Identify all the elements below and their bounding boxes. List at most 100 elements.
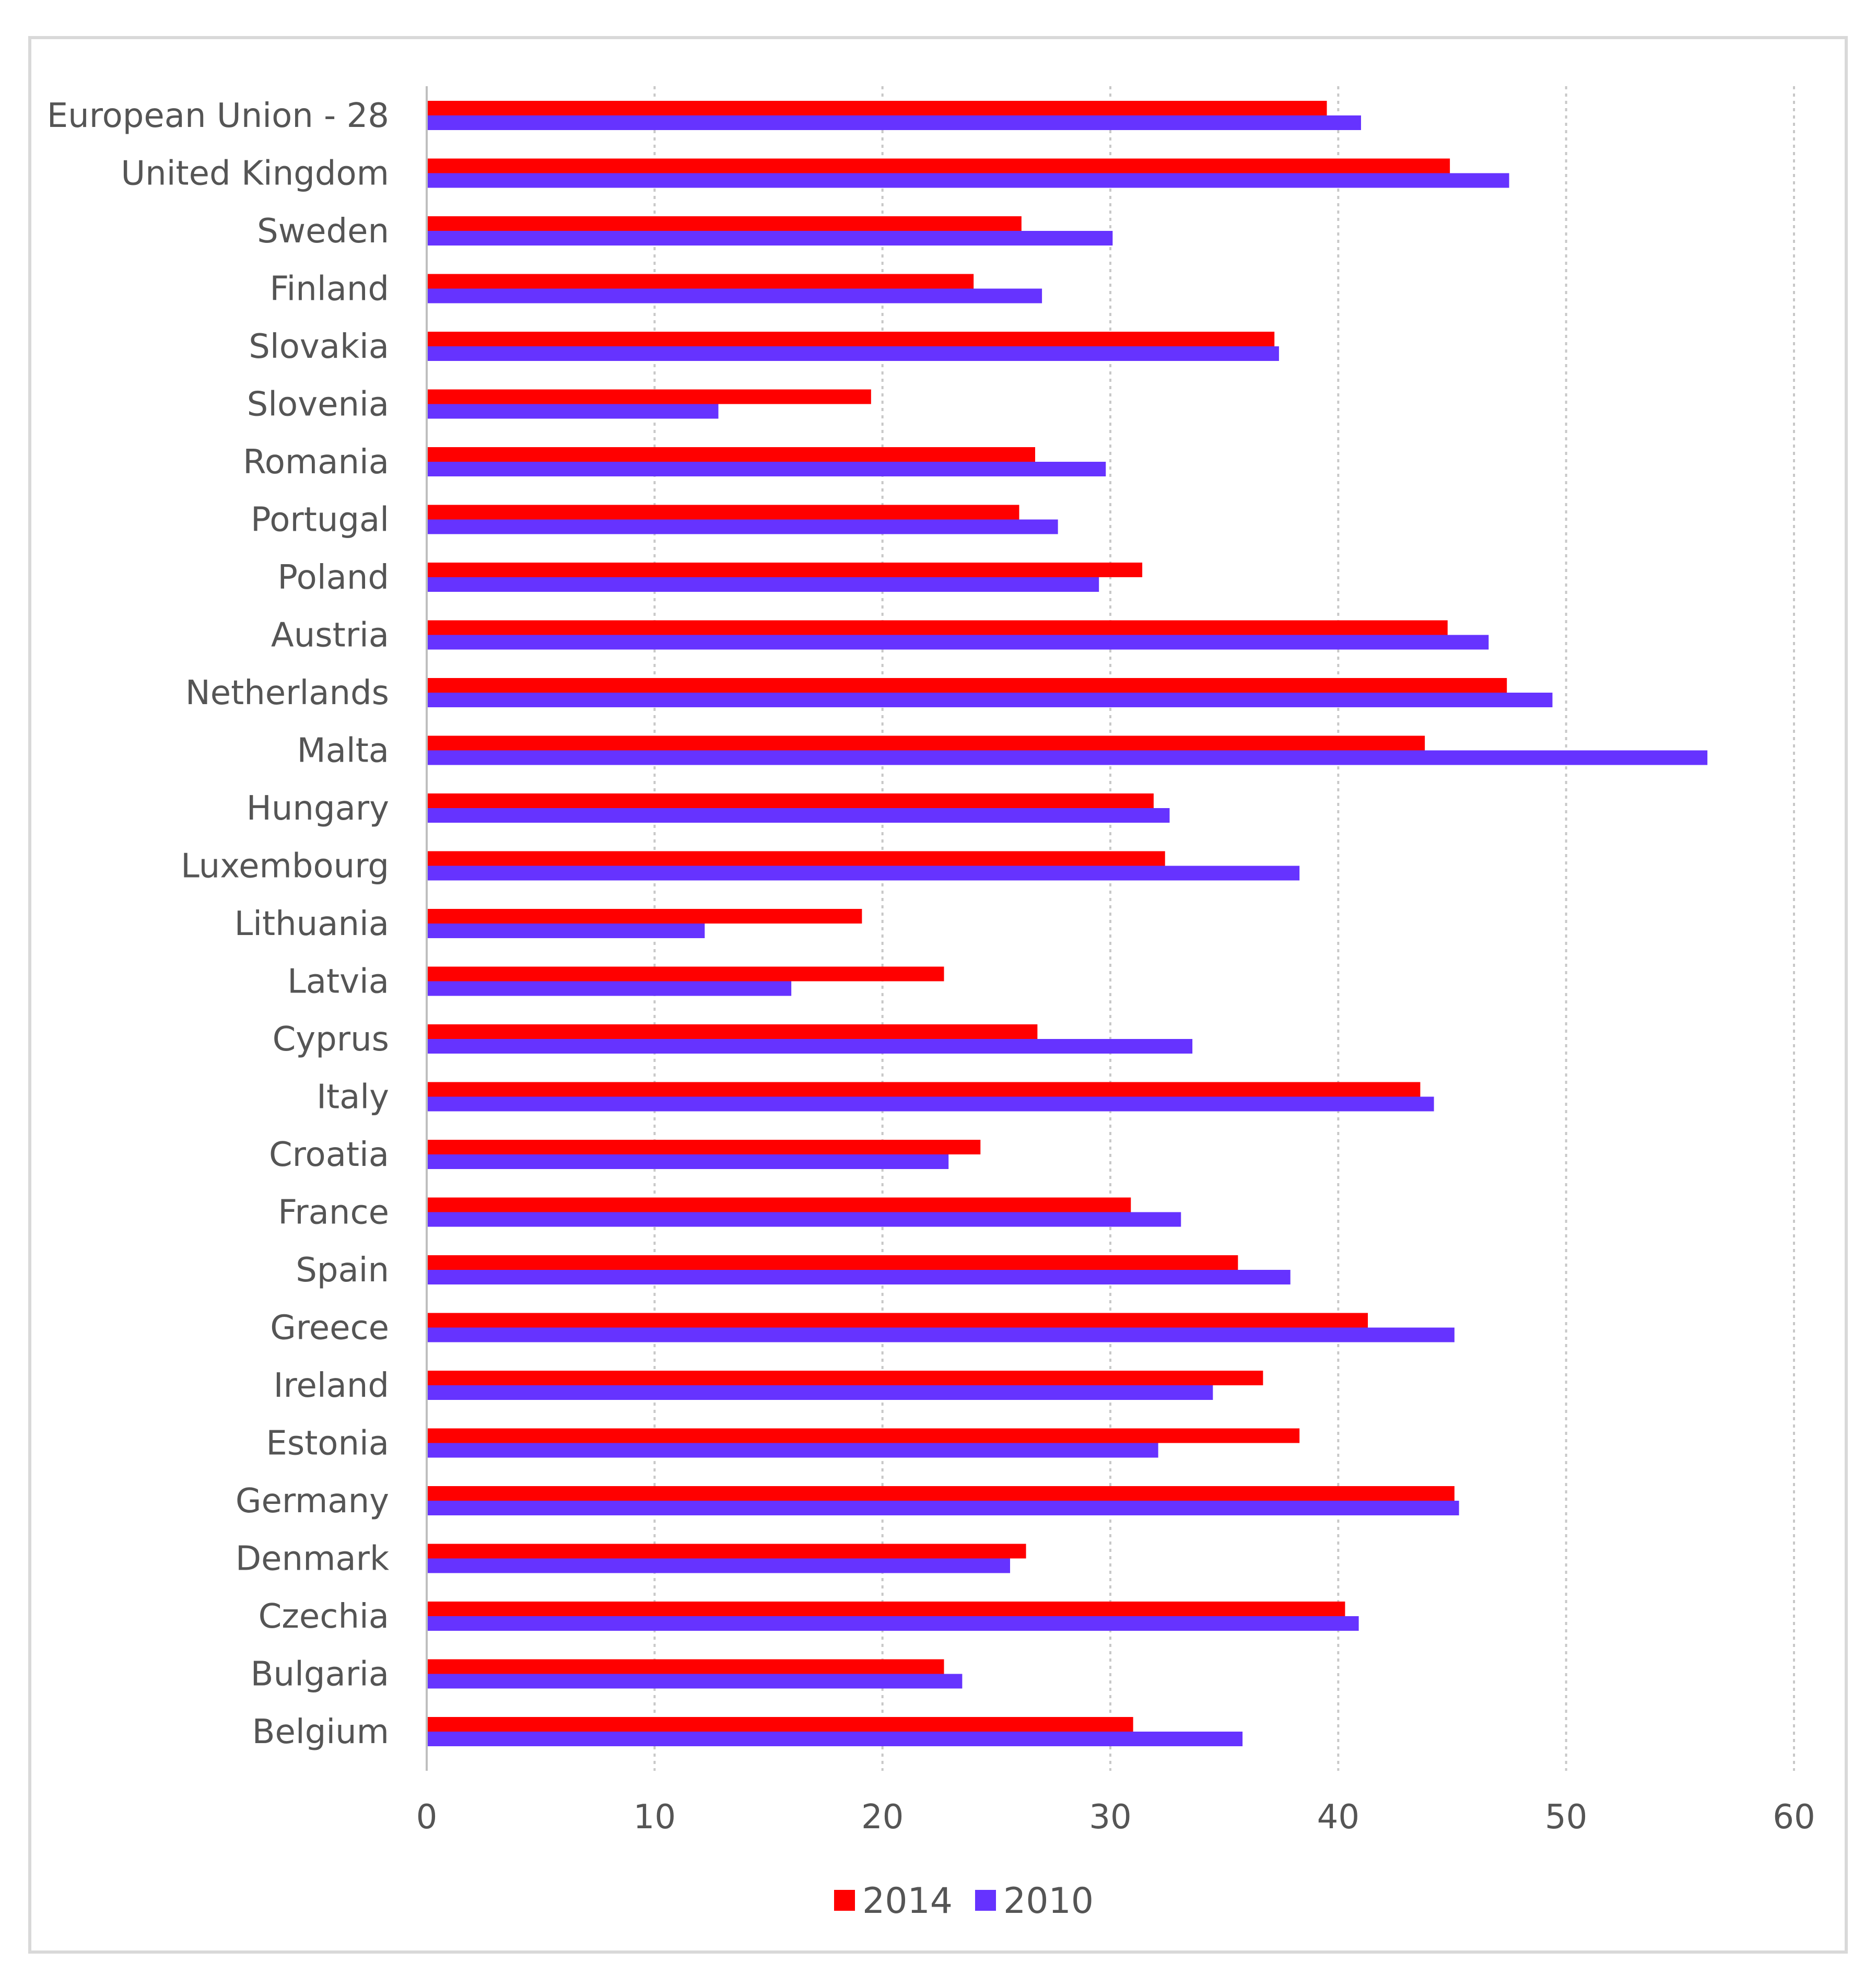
bar-sweden-2010	[427, 231, 1113, 246]
category-label-bulgaria: Bulgaria	[251, 1655, 389, 1694]
bar-hungary-2014	[427, 793, 1154, 808]
bar-croatia-2014	[427, 1140, 981, 1154]
bar-greece-2010	[427, 1327, 1455, 1342]
category-label-denmark: Denmark	[236, 1540, 389, 1579]
x-tick-label-30: 30	[1089, 1798, 1131, 1837]
bar-spain-2014	[427, 1255, 1238, 1270]
bar-belgium-2014	[427, 1717, 1133, 1732]
category-label-lithuania: Lithuania	[235, 905, 389, 943]
bar-belgium-2010	[427, 1732, 1243, 1746]
category-label-germany: Germany	[236, 1482, 389, 1521]
bar-luxembourg-2010	[427, 866, 1300, 881]
bar-malta-2014	[427, 735, 1425, 751]
bar-latvia-2014	[427, 966, 944, 982]
bar-germany-2010	[427, 1501, 1459, 1515]
bar-cyprus-2010	[427, 1039, 1193, 1054]
bar-european-union-28-2014	[427, 101, 1327, 115]
x-tick-label-10: 10	[634, 1798, 676, 1837]
category-label-greece: Greece	[270, 1309, 389, 1348]
category-label-cyprus: Cyprus	[273, 1020, 389, 1059]
bar-czechia-2014	[427, 1602, 1345, 1616]
category-label-ireland: Ireland	[274, 1366, 389, 1405]
bar-romania-2014	[427, 447, 1036, 462]
legend-label-2010: 2010	[1003, 1880, 1094, 1922]
bar-slovakia-2010	[427, 346, 1279, 361]
bar-malta-2010	[427, 750, 1708, 765]
bar-slovenia-2010	[427, 404, 719, 419]
category-label-latvia: Latvia	[287, 963, 389, 1001]
category-label-slovakia: Slovakia	[249, 328, 389, 366]
x-tick-label-0: 0	[416, 1798, 438, 1837]
x-tick-labels: 0 10 20 30 40 50 60	[416, 1798, 1815, 1837]
legend-swatch-2014	[834, 1890, 855, 1911]
bar-denmark-2014	[427, 1544, 1026, 1559]
legend: 2014 2010	[834, 1880, 1094, 1922]
category-label-poland: Poland	[277, 558, 389, 597]
bar-greece-2014	[427, 1313, 1368, 1328]
category-label-czechia: Czechia	[259, 1597, 389, 1636]
category-label-slovenia: Slovenia	[247, 385, 389, 424]
bar-cyprus-2014	[427, 1024, 1038, 1039]
bar-hungary-2010	[427, 808, 1170, 823]
bar-denmark-2010	[427, 1558, 1011, 1573]
category-label-croatia: Croatia	[269, 1136, 389, 1174]
category-label-european-union-28: European Union - 28	[47, 97, 389, 135]
bar-lithuania-2014	[427, 909, 862, 924]
bar-european-union-28-2010	[427, 115, 1361, 130]
category-label-finland: Finland	[269, 270, 389, 309]
x-tick-label-20: 20	[861, 1798, 904, 1837]
bar-romania-2010	[427, 462, 1106, 476]
x-tick-label-60: 60	[1773, 1798, 1815, 1837]
bar-bulgaria-2014	[427, 1659, 944, 1674]
bar-france-2014	[427, 1197, 1131, 1212]
category-label-luxembourg: Luxembourg	[181, 847, 389, 886]
bar-estonia-2010	[427, 1443, 1158, 1458]
bar-germany-2014	[427, 1486, 1455, 1501]
bar-netherlands-2014	[427, 678, 1507, 693]
category-label-estonia: Estonia	[266, 1424, 389, 1463]
category-label-hungary: Hungary	[247, 789, 389, 828]
bar-france-2010	[427, 1212, 1181, 1227]
bar-poland-2014	[427, 563, 1143, 577]
category-label-belgium: Belgium	[252, 1713, 389, 1751]
bar-latvia-2010	[427, 981, 792, 996]
bar-bulgaria-2010	[427, 1674, 963, 1689]
bar-ireland-2010	[427, 1385, 1213, 1400]
bar-luxembourg-2014	[427, 851, 1165, 866]
category-label-malta: Malta	[297, 732, 389, 770]
legend-swatch-2010	[975, 1890, 996, 1911]
bar-portugal-2010	[427, 519, 1058, 534]
bar-slovenia-2014	[427, 389, 871, 404]
bar-united-kingdom-2014	[427, 158, 1450, 173]
x-tick-label-40: 40	[1317, 1798, 1359, 1837]
category-label-netherlands: Netherlands	[185, 674, 389, 712]
bar-spain-2010	[427, 1270, 1291, 1284]
bar-italy-2010	[427, 1096, 1434, 1112]
bar-lithuania-2010	[427, 924, 705, 938]
bar-finland-2010	[427, 288, 1042, 303]
category-label-austria: Austria	[271, 616, 389, 655]
x-tick-label-50: 50	[1545, 1798, 1587, 1837]
bar-austria-2014	[427, 620, 1448, 635]
category-labels: European Union - 28 United Kingdom Sweden F…	[47, 97, 389, 1751]
bar-sweden-2014	[427, 216, 1022, 231]
bar-slovakia-2014	[427, 332, 1275, 346]
bars	[427, 101, 1708, 1746]
bar-ireland-2014	[427, 1371, 1263, 1385]
bar-croatia-2010	[427, 1154, 949, 1169]
bar-italy-2014	[427, 1082, 1421, 1097]
category-label-france: France	[278, 1194, 389, 1232]
bar-united-kingdom-2010	[427, 173, 1509, 188]
category-label-romania: Romania	[243, 443, 389, 482]
legend-label-2014: 2014	[862, 1880, 953, 1922]
bar-poland-2010	[427, 577, 1099, 592]
bar-czechia-2010	[427, 1616, 1359, 1631]
bar-estonia-2014	[427, 1428, 1300, 1443]
category-label-sweden: Sweden	[257, 212, 389, 251]
bar-netherlands-2010	[427, 693, 1553, 707]
bar-portugal-2014	[427, 505, 1019, 520]
bar-austria-2010	[427, 635, 1489, 650]
category-label-spain: Spain	[296, 1251, 389, 1290]
